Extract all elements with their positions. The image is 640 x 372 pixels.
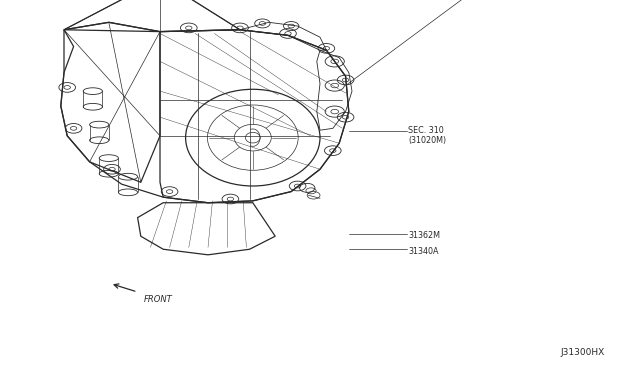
Text: SEC. 310
(31020M): SEC. 310 (31020M) bbox=[408, 126, 447, 145]
Text: J31300HX: J31300HX bbox=[561, 348, 605, 357]
Text: FRONT: FRONT bbox=[144, 295, 173, 304]
Text: 31362M: 31362M bbox=[408, 231, 440, 240]
Text: 31340A: 31340A bbox=[408, 247, 439, 256]
